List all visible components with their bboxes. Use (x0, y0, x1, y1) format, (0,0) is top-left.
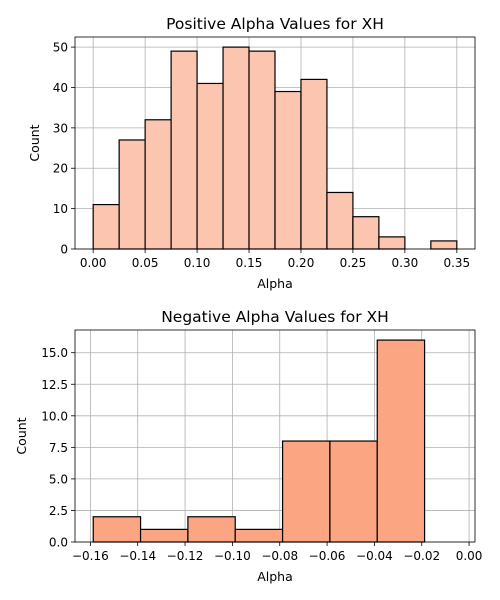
histogram-bar (300, 78, 328, 250)
histogram-bar (378, 236, 406, 250)
x-tick-label: −0.14 (119, 549, 156, 563)
x-tick-label: −0.10 (214, 549, 251, 563)
x-tick-label: 0.20 (288, 256, 315, 270)
x-axis-label: Alpha (257, 276, 293, 291)
histogram-bar (248, 50, 276, 250)
x-tick-label: −0.16 (72, 549, 109, 563)
x-tick-label: −0.08 (261, 549, 298, 563)
y-tick-label: 30 (53, 121, 68, 135)
x-tick-label: 0.35 (443, 256, 470, 270)
histogram-bar (234, 528, 284, 543)
histogram-bar (329, 440, 378, 543)
y-tick-label: 20 (53, 162, 68, 176)
histogram-bar (274, 90, 302, 250)
y-tick-label: 2.5 (49, 504, 68, 518)
y-tick-label: 0.0 (49, 536, 68, 550)
histogram-bar (139, 528, 189, 543)
histogram-bar (430, 240, 458, 250)
y-tick-label: 5.0 (49, 472, 68, 486)
histogram-bar (196, 82, 224, 250)
x-tick-label: 0.10 (184, 256, 211, 270)
x-tick-label: 0.15 (236, 256, 263, 270)
y-tick-label: 0 (60, 243, 68, 257)
y-tick-label: 50 (53, 41, 68, 55)
histogram-bar (281, 440, 331, 543)
x-tick-label: 0.00 (456, 549, 483, 563)
histogram-bar (376, 339, 426, 543)
histogram-bar (170, 50, 198, 250)
histogram-bar (222, 46, 250, 250)
x-tick-label: 0.25 (340, 256, 367, 270)
axes-frame (74, 36, 476, 250)
histogram-bar (352, 216, 380, 250)
chart-title: Negative Alpha Values for XH (161, 308, 389, 326)
histogram-bar (326, 191, 354, 250)
x-tick-label: 0.00 (80, 256, 107, 270)
histogram-bar (118, 139, 146, 250)
y-tick-label: 15.0 (41, 346, 68, 360)
histogram-bar (187, 516, 236, 543)
y-axis-label: Count (27, 124, 42, 161)
chart-title: Positive Alpha Values for XH (166, 15, 384, 33)
x-tick-label: −0.12 (167, 549, 204, 563)
y-tick-label: 12.5 (41, 378, 68, 392)
x-tick-label: 0.05 (132, 256, 159, 270)
y-tick-label: 40 (53, 81, 68, 95)
y-tick-label: 7.5 (49, 441, 68, 455)
x-tick-label: −0.02 (403, 549, 440, 563)
y-tick-label: 10.0 (41, 409, 68, 423)
axes-frame (74, 329, 476, 543)
histogram-bar (92, 203, 120, 250)
x-tick-label: 0.30 (392, 256, 419, 270)
y-tick-label: 10 (53, 202, 68, 216)
x-tick-label: −0.06 (309, 549, 346, 563)
x-tick-label: −0.04 (356, 549, 393, 563)
histogram-bar (144, 119, 172, 250)
histogram-bar (92, 516, 142, 543)
x-axis-label: Alpha (257, 569, 293, 584)
y-axis-label: Count (14, 417, 29, 454)
